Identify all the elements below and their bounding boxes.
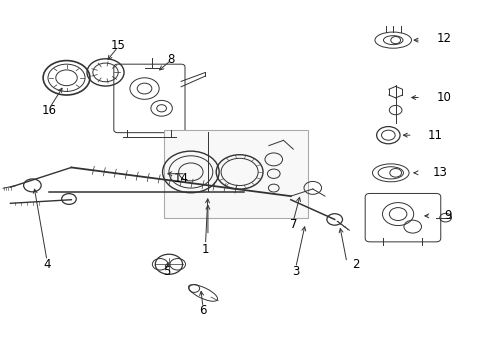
Text: 9: 9 <box>444 210 451 222</box>
Text: 10: 10 <box>436 91 451 104</box>
Text: 7: 7 <box>289 218 296 231</box>
Text: 6: 6 <box>199 305 206 318</box>
Text: 2: 2 <box>351 258 359 271</box>
Text: 15: 15 <box>110 39 125 52</box>
Text: 3: 3 <box>291 265 299 278</box>
Text: 13: 13 <box>431 166 446 179</box>
FancyBboxPatch shape <box>114 64 184 133</box>
Text: 1: 1 <box>202 243 209 256</box>
Bar <box>163 130 307 218</box>
Text: 14: 14 <box>173 172 188 185</box>
Text: 16: 16 <box>42 104 57 117</box>
Text: 11: 11 <box>427 129 442 142</box>
Text: 8: 8 <box>167 53 175 66</box>
Text: 5: 5 <box>163 265 170 278</box>
Text: 4: 4 <box>43 258 51 271</box>
FancyBboxPatch shape <box>365 193 440 242</box>
Text: 12: 12 <box>436 32 451 45</box>
